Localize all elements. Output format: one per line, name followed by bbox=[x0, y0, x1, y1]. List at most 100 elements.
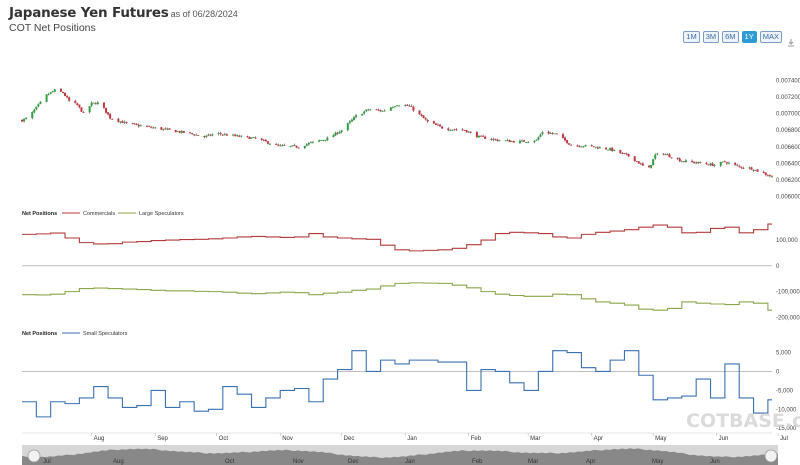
download-icon[interactable] bbox=[786, 38, 796, 48]
candle-body bbox=[676, 157, 679, 159]
candle-body bbox=[207, 134, 210, 136]
candle-body bbox=[764, 172, 767, 175]
candle-body bbox=[223, 134, 226, 135]
small-tick-label: 5,000 bbox=[776, 351, 792, 357]
legend-small-speculators[interactable]: Small Speculators bbox=[83, 331, 128, 337]
month-label: Mar bbox=[530, 436, 540, 442]
candle-body bbox=[637, 161, 640, 164]
watermark: COTBASE.com bbox=[686, 410, 800, 432]
candle-body bbox=[740, 166, 743, 168]
navigator-right-handle[interactable] bbox=[764, 449, 778, 463]
navigator-left-handle[interactable] bbox=[27, 449, 41, 463]
candle-body bbox=[289, 145, 292, 147]
candle-body bbox=[66, 96, 69, 98]
candle-body bbox=[293, 145, 296, 146]
price-tick-label: 0.006400 bbox=[776, 161, 800, 167]
candle-body bbox=[346, 123, 349, 131]
candle-body bbox=[150, 126, 153, 128]
price-y-axis: 0.006000 0.006200 0.006400 0.006600 0.006800… bbox=[776, 78, 800, 200]
small-y-axis: 5,000 0 -5,000 -10,000 -15,000 bbox=[22, 351, 797, 432]
range-button-max[interactable]: MAX bbox=[759, 31, 782, 43]
candle-body bbox=[363, 111, 366, 114]
candle-body bbox=[582, 146, 585, 148]
candle-body bbox=[461, 129, 464, 131]
legend-large-speculators[interactable]: Large Speculators bbox=[139, 211, 184, 217]
candle-body bbox=[393, 106, 396, 108]
range-button-1m[interactable]: 1M bbox=[683, 31, 700, 43]
month-label: Jun bbox=[719, 436, 729, 442]
candle-body bbox=[756, 169, 759, 172]
candle-body bbox=[146, 125, 148, 127]
navigator-label: Feb bbox=[472, 459, 483, 465]
candle-body bbox=[283, 144, 286, 146]
price-candles-group bbox=[21, 88, 773, 178]
candle-body bbox=[523, 140, 526, 142]
navigator-label: Oct bbox=[225, 459, 235, 465]
range-button-6m[interactable]: 6M bbox=[722, 31, 739, 43]
candle-body bbox=[613, 149, 616, 151]
candle-body bbox=[412, 106, 415, 111]
candle-body bbox=[107, 112, 110, 115]
candle-body bbox=[752, 169, 755, 171]
candle-body bbox=[693, 161, 696, 163]
candle-body bbox=[742, 167, 745, 169]
candle-body bbox=[332, 135, 335, 138]
candle-body bbox=[47, 94, 50, 96]
navigator-label: May bbox=[652, 459, 663, 465]
navigator-label: Jun bbox=[710, 459, 720, 465]
candle-body bbox=[670, 157, 673, 159]
candle-body bbox=[236, 135, 239, 137]
candle-body bbox=[396, 105, 398, 107]
price-tick-label: 0.006600 bbox=[776, 145, 800, 151]
candle-body bbox=[262, 139, 265, 141]
candle-body bbox=[697, 161, 700, 164]
candle-body bbox=[340, 130, 343, 133]
candle-body bbox=[771, 176, 773, 178]
positions-tick-label: 100,000 bbox=[776, 238, 798, 244]
candle-body bbox=[119, 121, 122, 123]
candle-body bbox=[662, 153, 665, 155]
candle-body bbox=[494, 138, 497, 140]
candle-body bbox=[303, 145, 306, 149]
range-button-3m[interactable]: 3M bbox=[702, 31, 720, 43]
candle-body bbox=[596, 147, 599, 149]
legend-commercials[interactable]: Commercials bbox=[83, 211, 115, 217]
candle-body bbox=[707, 164, 710, 166]
as-of-date: as of 06/28/2024 bbox=[170, 9, 238, 19]
candle-body bbox=[508, 140, 511, 143]
candle-body bbox=[391, 107, 394, 108]
candle-body bbox=[555, 133, 558, 135]
candle-body bbox=[639, 163, 642, 165]
candle-body bbox=[209, 134, 212, 136]
candle-body bbox=[736, 164, 739, 166]
candle-body bbox=[453, 129, 456, 131]
candle-body bbox=[482, 135, 485, 137]
candle-body bbox=[250, 137, 253, 139]
candle-body bbox=[279, 145, 282, 147]
candle-body bbox=[439, 124, 442, 127]
candle-body bbox=[324, 139, 327, 141]
candle-body bbox=[424, 118, 427, 120]
candle-body bbox=[504, 140, 507, 142]
navigator-label: Jan bbox=[405, 459, 415, 465]
navigator[interactable]: Jul Aug Oct Nov Dec Jan Feb Mar Apr May Jun bbox=[22, 445, 778, 465]
candle-body bbox=[699, 162, 702, 164]
candle-body bbox=[195, 134, 198, 136]
candle-body bbox=[498, 140, 501, 142]
candle-body bbox=[268, 143, 271, 145]
navigator-labels: Jul Aug Oct Nov Dec Jan Feb Mar Apr May Jun bbox=[43, 459, 720, 465]
range-selector: 1M 3M 6M 1Y MAX bbox=[683, 31, 782, 43]
price-tick-label: 0.006000 bbox=[776, 195, 800, 201]
candle-body bbox=[510, 141, 513, 143]
candle-body bbox=[467, 131, 470, 133]
candle-body bbox=[68, 97, 71, 101]
range-button-1y[interactable]: 1Y bbox=[741, 31, 757, 43]
candle-body bbox=[238, 135, 241, 137]
candle-body bbox=[221, 134, 224, 136]
navigator-label: Dec bbox=[348, 459, 359, 465]
candle-body bbox=[240, 135, 243, 137]
candle-body bbox=[166, 128, 169, 130]
candle-body bbox=[291, 145, 294, 147]
candle-body bbox=[94, 103, 97, 105]
candle-body bbox=[78, 104, 81, 108]
